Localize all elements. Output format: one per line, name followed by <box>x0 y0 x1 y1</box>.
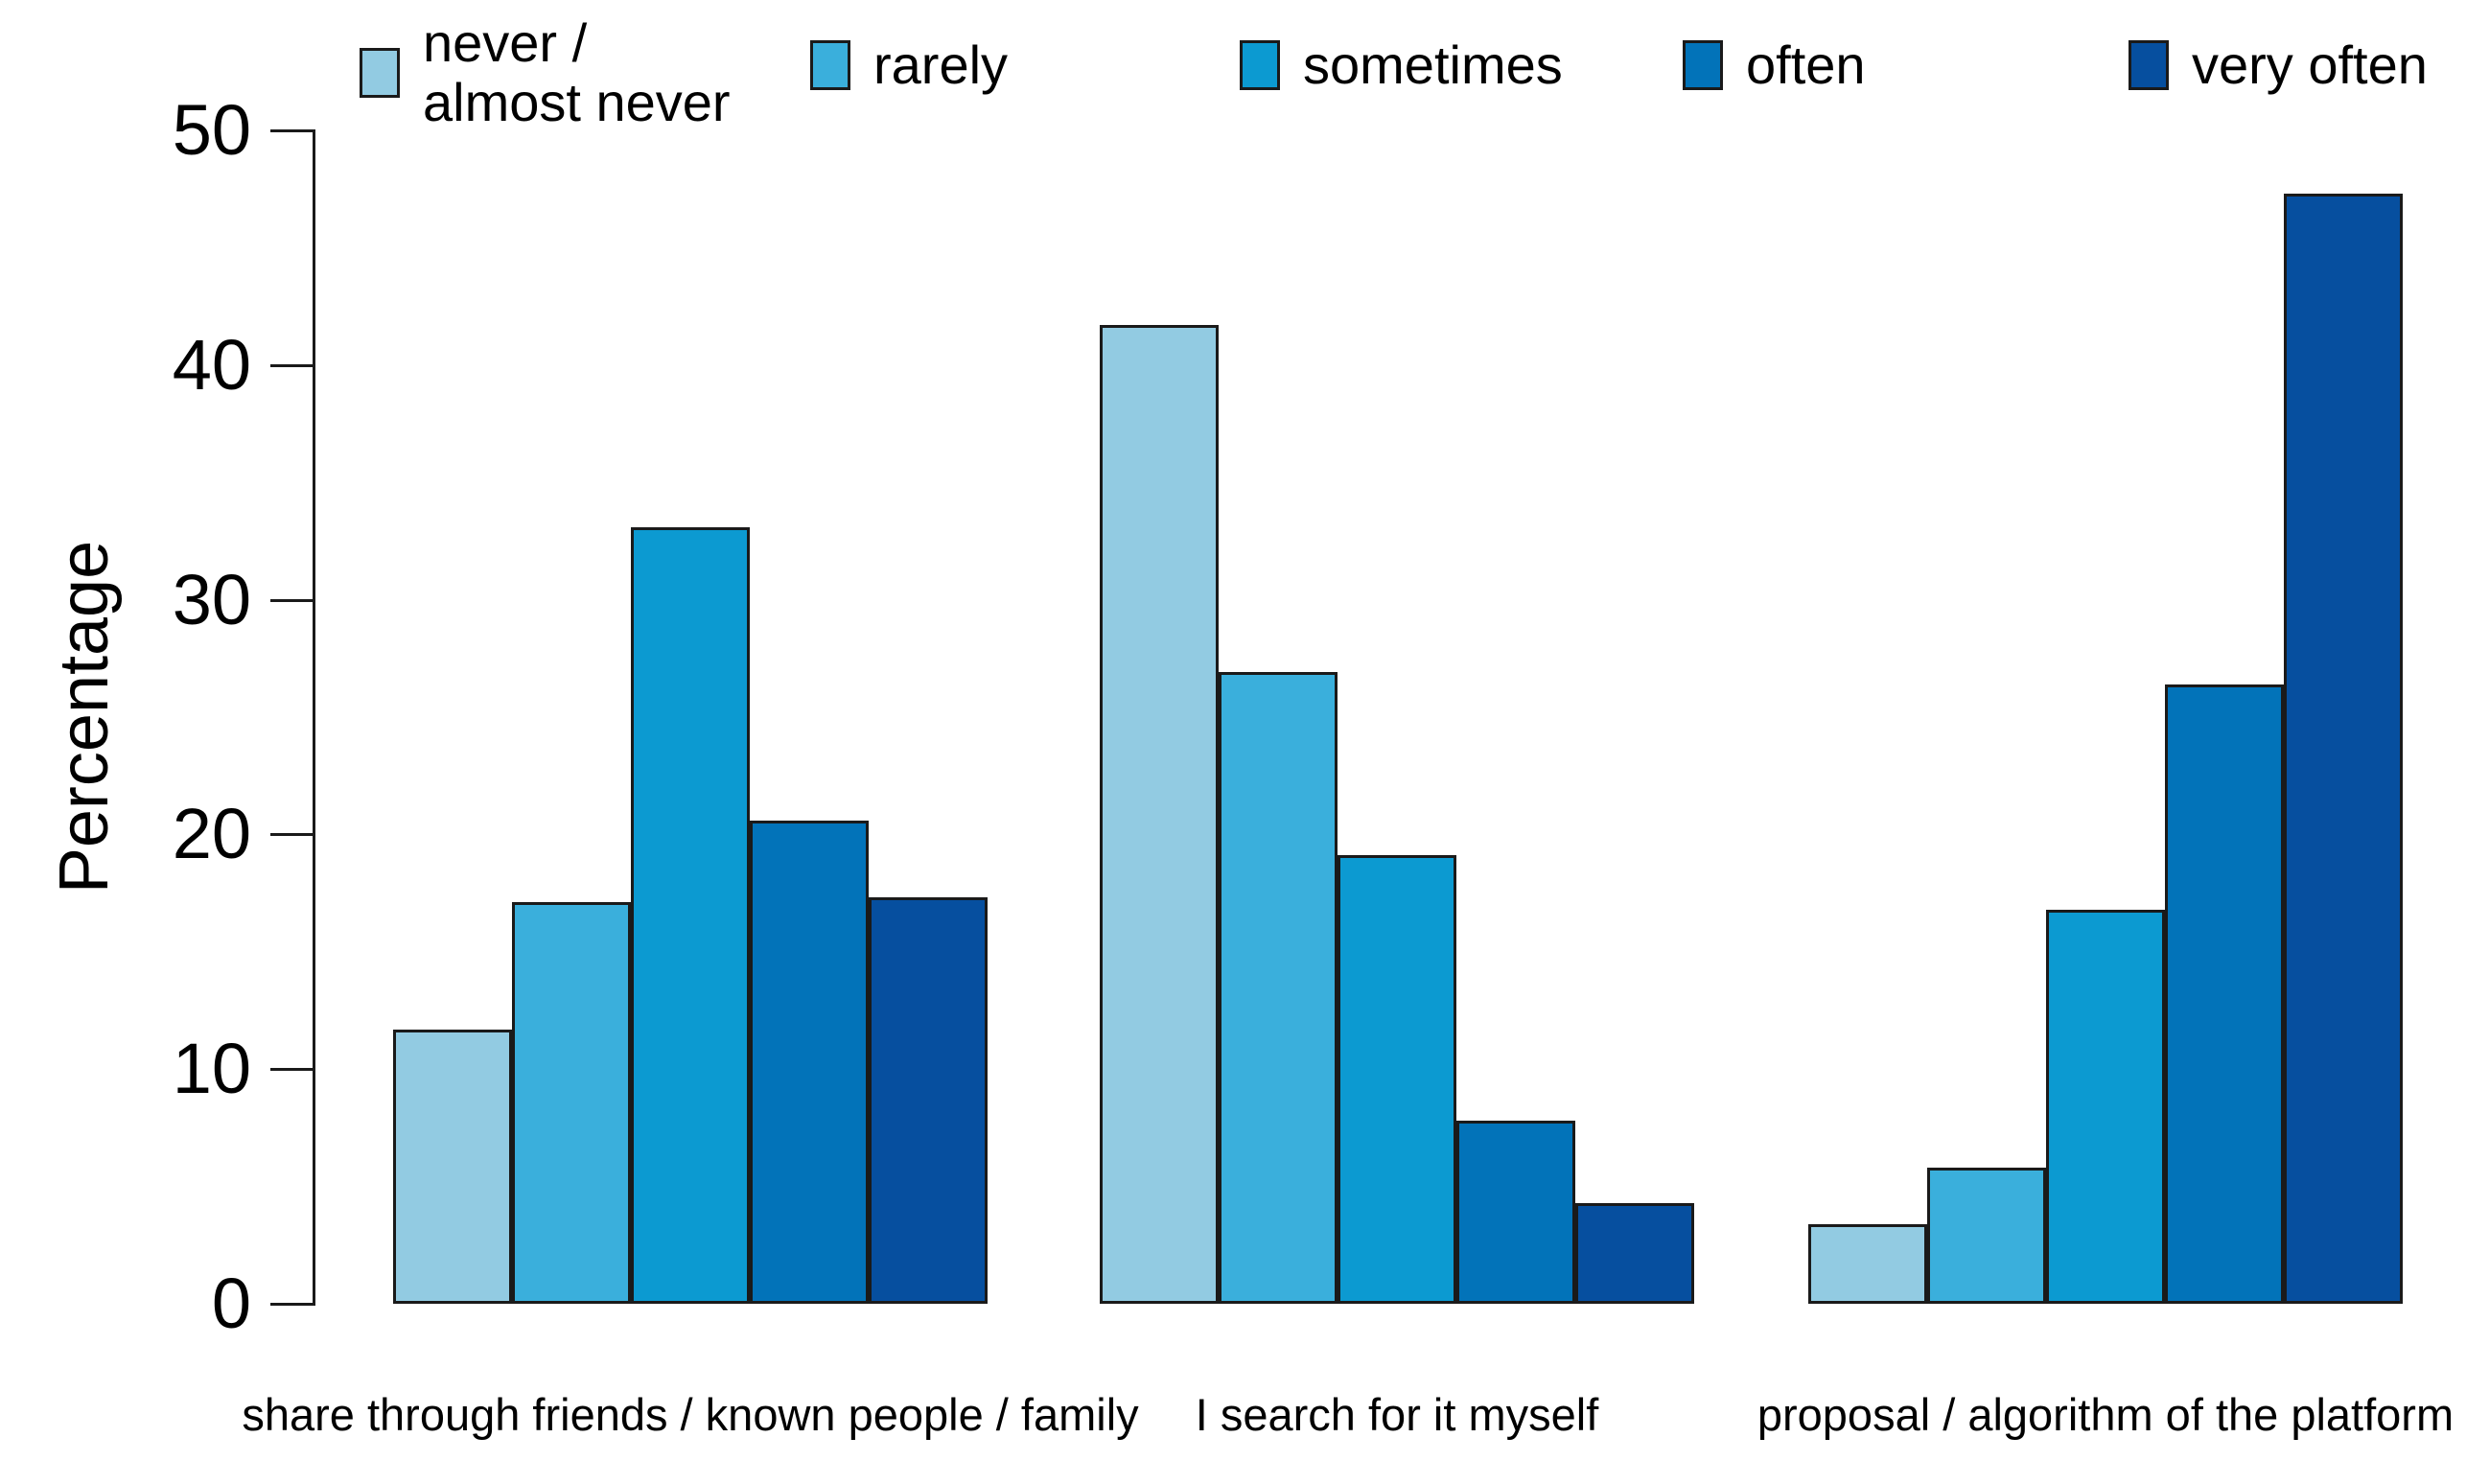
y-tick-label: 30 <box>172 559 251 639</box>
y-tick-label: 50 <box>172 90 251 170</box>
bar-1-group-0 <box>512 902 631 1304</box>
y-tick-mark <box>270 1068 313 1072</box>
legend: never / almost never rarely sometimes often v… <box>0 0 2466 134</box>
legend-item-2: sometimes <box>1240 13 1563 117</box>
legend-swatch-icon <box>810 40 850 90</box>
y-tick-mark <box>270 1303 313 1306</box>
y-tick-label: 0 <box>211 1264 251 1343</box>
x-category-label-0: share through friends / known people / f… <box>242 1389 1139 1440</box>
bar-0-group-1 <box>1100 325 1219 1304</box>
legend-label: often <box>1746 35 1866 95</box>
y-tick-mark <box>270 363 313 367</box>
bar-0-group-0 <box>393 1029 512 1304</box>
bar-3-group-1 <box>1456 1121 1575 1304</box>
legend-swatch-icon <box>2129 40 2169 90</box>
bar-0-group-2 <box>1808 1223 1927 1304</box>
legend-label: rarely <box>873 35 1009 95</box>
bar-3-group-2 <box>2165 684 2284 1304</box>
legend-swatch-icon <box>1683 40 1723 90</box>
legend-label: never / almost never <box>423 12 731 132</box>
bar-2-group-1 <box>1338 855 1456 1304</box>
x-category-label-1: I search for it myself <box>1195 1389 1599 1440</box>
y-tick-mark <box>270 129 313 132</box>
y-tick-label: 20 <box>172 794 251 874</box>
y-axis-line <box>313 129 315 1306</box>
legend-item-4: very often <box>2129 13 2428 117</box>
bar-4-group-2 <box>2284 194 2403 1304</box>
bar-2-group-0 <box>631 526 750 1304</box>
x-category-label-2: proposal / algorithm of the platform <box>1756 1389 2454 1440</box>
legend-swatch-icon <box>1240 40 1280 90</box>
legend-label: sometimes <box>1303 35 1563 95</box>
legend-item-0: never / almost never <box>360 13 731 132</box>
bar-4-group-1 <box>1575 1202 1694 1304</box>
y-tick-label: 10 <box>172 1029 251 1109</box>
bar-4-group-0 <box>869 897 988 1304</box>
bar-1-group-2 <box>1927 1168 2046 1304</box>
bar-2-group-2 <box>2046 909 2165 1304</box>
bar-1-group-1 <box>1219 672 1338 1304</box>
legend-item-3: often <box>1683 13 1866 117</box>
bar-3-group-0 <box>750 820 869 1304</box>
legend-swatch-icon <box>360 48 400 98</box>
y-tick-mark <box>270 598 313 602</box>
legend-label: very often <box>2192 35 2428 95</box>
y-tick-label: 40 <box>172 324 251 405</box>
legend-item-1: rarely <box>810 13 1008 117</box>
y-tick-mark <box>270 833 313 837</box>
